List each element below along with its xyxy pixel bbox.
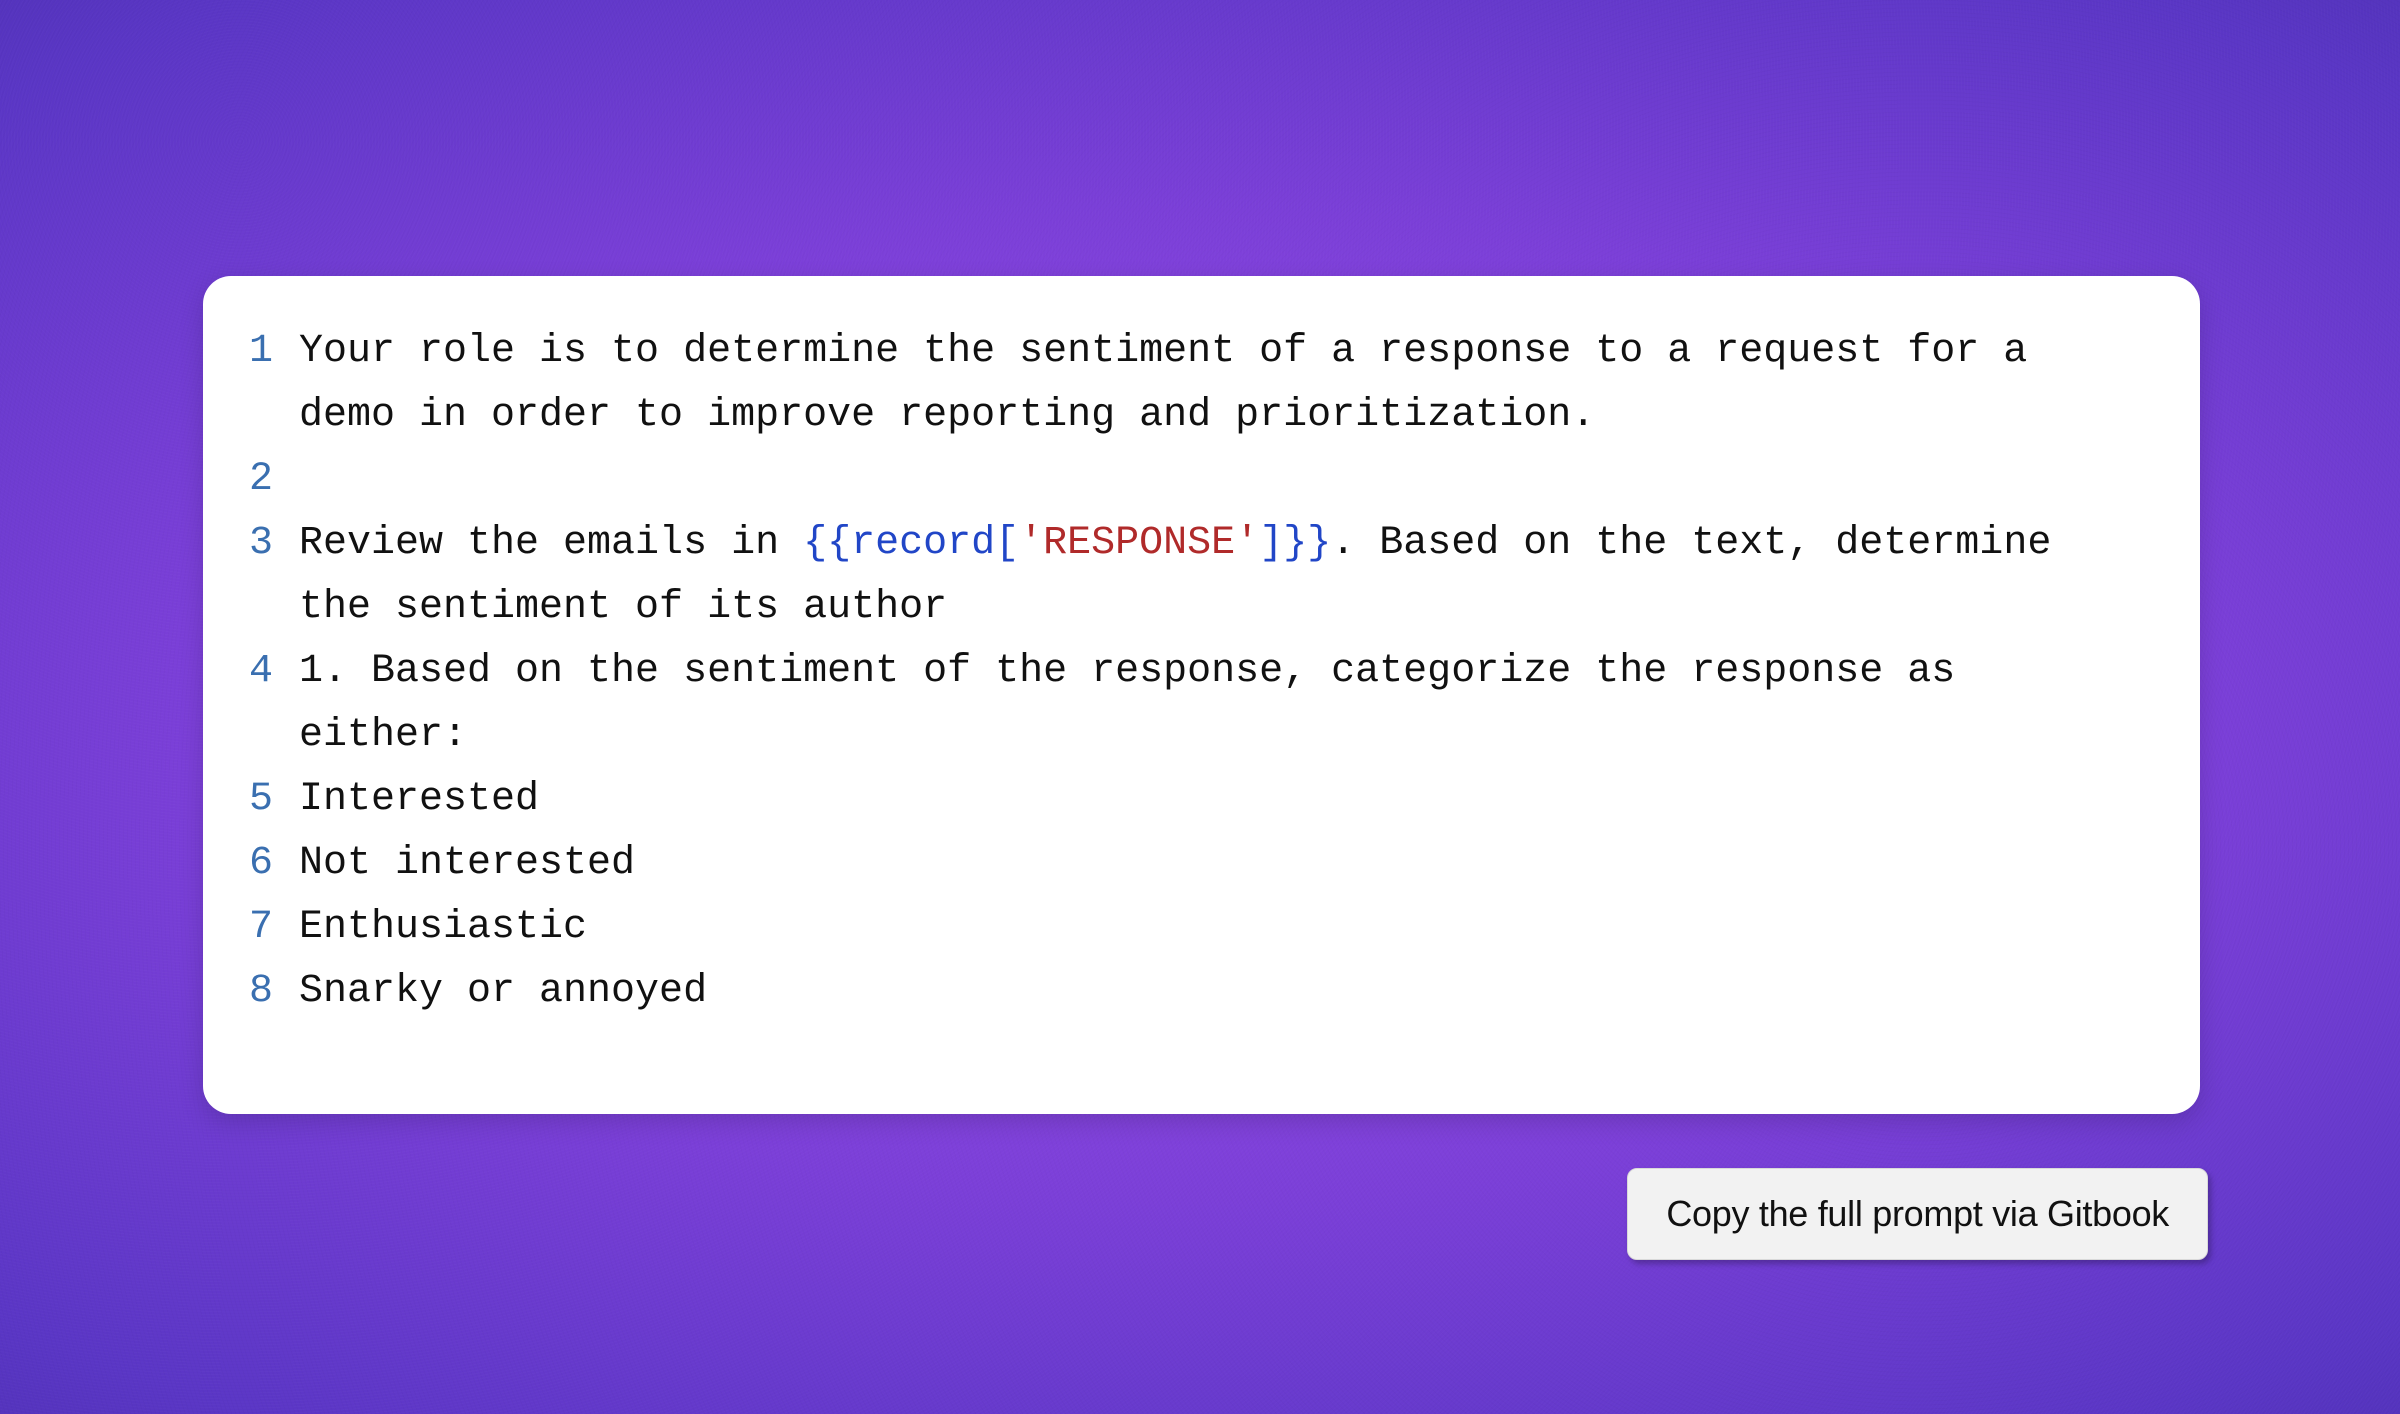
line-number: 2 [247,448,299,512]
copy-prompt-label: Copy the full prompt via Gitbook [1666,1193,2169,1234]
line-number: 6 [247,832,299,896]
code-content: 1. Based on the sentiment of the respons… [299,640,2144,768]
line-number: 3 [247,512,299,576]
code-token: 1. Based on the sentiment of the respons… [299,649,1979,758]
line-number: 4 [247,640,299,704]
code-token: {{record[ [803,521,1019,566]
code-content: Not interested [299,832,2144,896]
code-line: 2 [247,448,2144,512]
code-content: Enthusiastic [299,896,2144,960]
code-content: Snarky or annoyed [299,960,2144,1024]
code-card: 1Your role is to determine the sentiment… [203,276,2200,1114]
code-token: Enthusiastic [299,905,587,950]
line-number: 1 [247,320,299,384]
code-content: Interested [299,768,2144,832]
code-token: Snarky or annoyed [299,969,707,1014]
code-token: Interested [299,777,539,822]
line-number: 8 [247,960,299,1024]
copy-prompt-button[interactable]: Copy the full prompt via Gitbook [1627,1168,2208,1260]
code-token: Review the emails in [299,521,803,566]
code-line: 41. Based on the sentiment of the respon… [247,640,2144,768]
code-line: 5Interested [247,768,2144,832]
code-line: 8Snarky or annoyed [247,960,2144,1024]
code-line: 6Not interested [247,832,2144,896]
code-content: Review the emails in {{record['RESPONSE'… [299,512,2144,640]
code-line: 7Enthusiastic [247,896,2144,960]
code-content: Your role is to determine the sentiment … [299,320,2144,448]
line-number: 5 [247,768,299,832]
code-token: 'RESPONSE' [1019,521,1259,566]
line-number: 7 [247,896,299,960]
code-token: Your role is to determine the sentiment … [299,329,2051,438]
code-line: 3Review the emails in {{record['RESPONSE… [247,512,2144,640]
code-token: Not interested [299,841,635,886]
code-token: ]}} [1259,521,1331,566]
code-line: 1Your role is to determine the sentiment… [247,320,2144,448]
